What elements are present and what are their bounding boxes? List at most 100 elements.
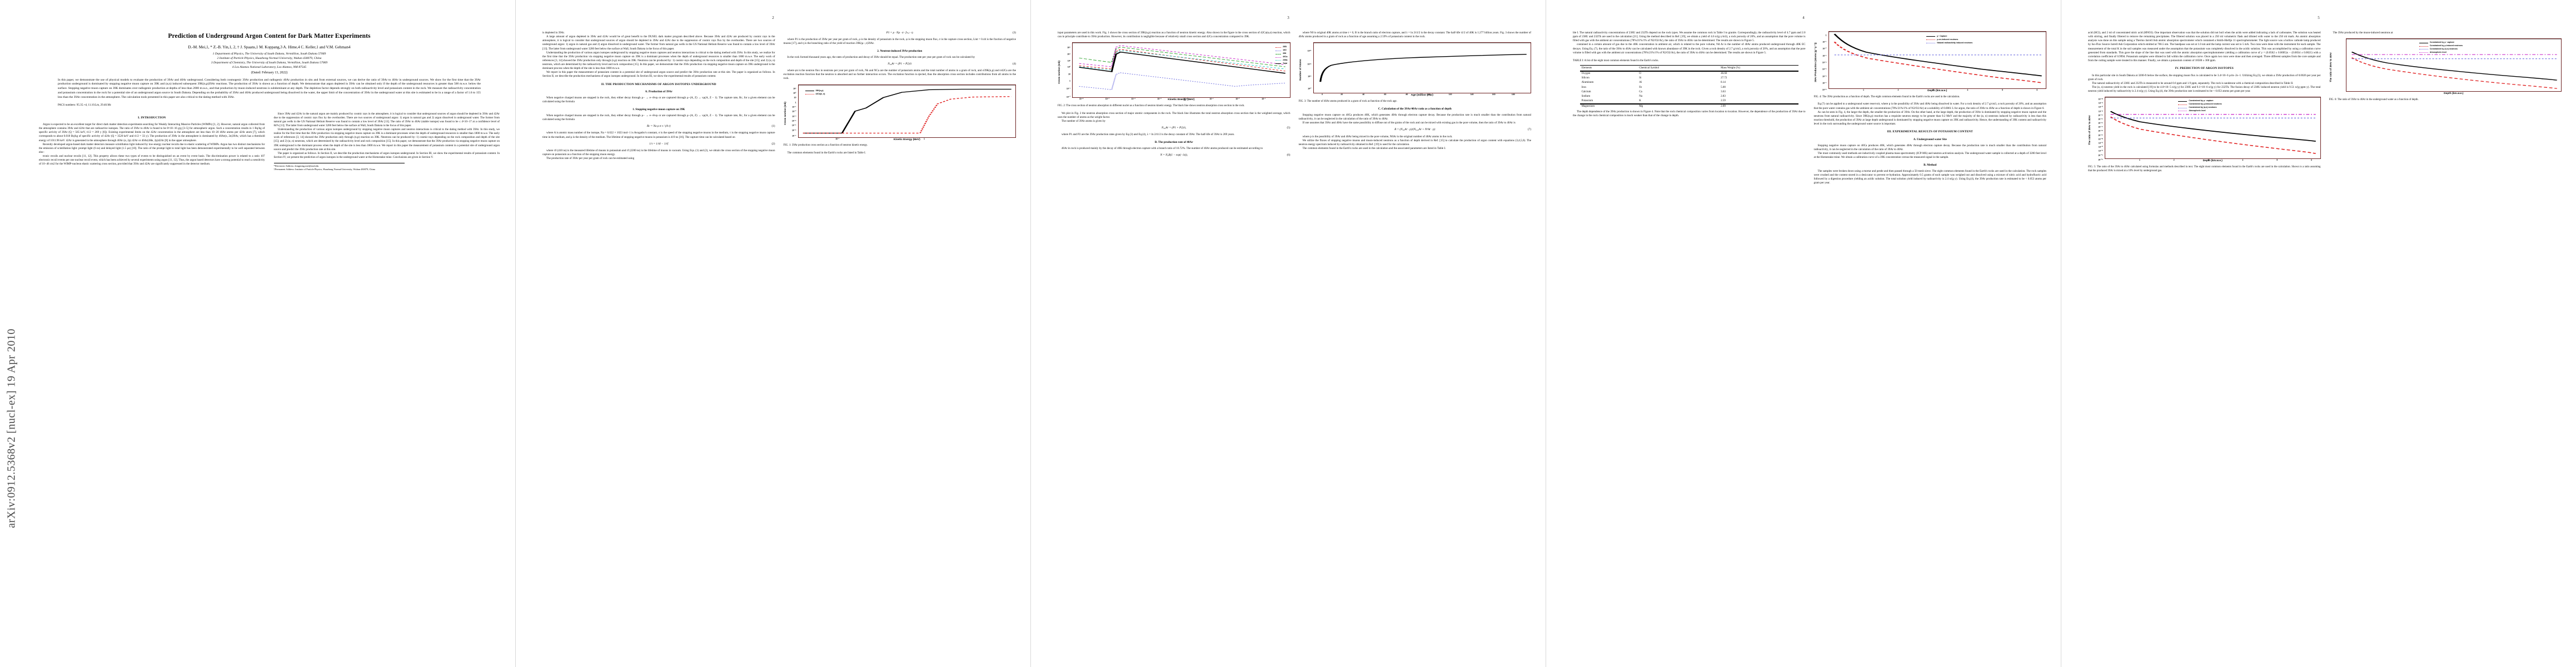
body-columns: I. INTRODUCTION Argon is expected to be … — [39, 112, 500, 172]
legend-swatch-mu-capture — [2178, 101, 2188, 102]
figure-1-y-axis: Cross section (mb) 10³ 10² 10 1 10⁻¹ 10⁻… — [783, 84, 798, 142]
paragraph: We report in this paper the measurement … — [542, 71, 775, 78]
legend-swatch-si — [1275, 47, 1282, 48]
x-tick: 1 — [923, 137, 925, 140]
legend-entry: Constrained by (α,n) neutrons — [2419, 48, 2463, 51]
subsection-heading-site: A. Underground water Site — [1913, 137, 1947, 141]
y-tick: 10⁻²⁰ — [2098, 138, 2103, 141]
figure-6-xlabel: Depth (km.w.e.) — [2444, 92, 2464, 96]
equation-6: N = N₀B(1 − exp(−λt)), (6) — [1058, 153, 1291, 157]
page-5: 5 acid (HCl), and 2 ml of concentrated n… — [2061, 0, 2576, 667]
cell-element: Sodium — [1581, 95, 1591, 98]
page-number: 5 — [2318, 16, 2320, 20]
figure-2-y-axis: Cross section (mb) 10⁵ 10⁴ 10³ 10² 10 1 … — [1058, 42, 1072, 102]
paragraph: acid (HCl), and 2 ml of concentrated nit… — [2088, 31, 2321, 62]
cell-symbol: K — [1639, 99, 1641, 103]
y-tick: 10⁻¹⁰ — [2098, 98, 2103, 101]
paragraph: Stopping negative muon capture on 40Ca p… — [1298, 113, 1532, 121]
figure-1-caption: FIG. 1: 39Ar production cross section as… — [784, 144, 1017, 148]
y-tick: 10⁻⁸ — [1822, 88, 1827, 91]
legend-label: 28Si — [1283, 46, 1287, 48]
x-tick: 180 — [1511, 93, 1515, 96]
figure-6-label: FIG. 6: — [2329, 98, 2337, 101]
paragraph: The depth dependence of the 39Ar product… — [1573, 110, 1806, 118]
page-number: 4 — [1802, 16, 1805, 20]
legend-label: μ⁻ Capture — [1937, 35, 1947, 37]
table-1: TABLE I: A list of the eight most common… — [1573, 59, 1806, 109]
paragraph: When negative charged muons are stopped … — [542, 96, 775, 104]
paragraph: The samples were broken down using a mor… — [1813, 169, 2047, 185]
legend-entry: Constrained by μ-induced neutrons — [2419, 44, 2463, 48]
x-tick: 1 — [2139, 159, 2140, 162]
x-tick: 2 — [1897, 89, 1899, 91]
legend-entry: Natural radioactivity induced neutrons — [1926, 42, 1972, 45]
plot-top-axis — [2105, 97, 2320, 98]
paragraph: where A is atomic mass number of the iso… — [542, 131, 775, 139]
section-heading-mechanisms: II. THE PRODUCTION MECHANISMS OF ARGON I… — [601, 82, 716, 86]
x-tick: 10⁻¹ — [1262, 98, 1266, 101]
table-row: Sodium Na 2.83 — [1580, 94, 1798, 98]
equation-1: Rc = Na ρ σ v / (A τ) (1) — [542, 125, 775, 128]
y-tick: 10⁻¹ — [1822, 41, 1827, 43]
legend-label: 16O — [1283, 49, 1287, 52]
y-tick: 1 — [795, 101, 796, 104]
legend-label: 39K — [1283, 52, 1287, 55]
paragraph: where P1 is the production of 39Ar per y… — [783, 38, 1017, 46]
y-tick: 10⁻⁴ — [1822, 61, 1827, 64]
legend-entry: Constrained by μ-induced neutrons — [2178, 103, 2222, 106]
y-tick: 10⁻¹⁹ — [2098, 134, 2103, 137]
paragraph: The number of 39Ar atoms is given by — [1062, 119, 1106, 123]
table-row: Iron Fe 5.00 — [1580, 85, 1798, 89]
figure-3-label: FIG. 3: — [1298, 99, 1307, 103]
legend-label: Natural radioactivity induced neutrons — [1937, 41, 1973, 44]
legend-label: Atmospheric level — [2429, 51, 2447, 53]
y-tick: 10⁻²¹ — [2098, 142, 2103, 145]
legend-entry: 16O — [1275, 49, 1287, 52]
figure-5-label: FIG. 5: — [2088, 165, 2096, 168]
x-tick: 10⁻² — [1235, 98, 1240, 101]
table-header-row: Elements Chemical Symbol Mass Weight (%) — [1580, 65, 1798, 71]
y-tick: 10⁻⁷ — [792, 135, 796, 137]
table-row: Magnesium Mg 2.09 — [1580, 103, 1798, 109]
equation-body: Rc = Na ρ σ v / (A τ) — [646, 125, 671, 128]
cell-symbol: O — [1639, 72, 1641, 76]
figure-2-xlabel: Kinetic Energy (MeV) — [1168, 98, 1195, 102]
paragraph: The most commonly used methods are induc… — [1813, 152, 2047, 160]
legend-entry: Atmospheric level — [2419, 51, 2463, 54]
cell-mass: 5.00 — [1721, 86, 1726, 89]
legend-label: Constrained by μ⁻ capture — [2429, 41, 2454, 44]
body-columns: is depleted in 39Ar. A large amount of a… — [542, 31, 1016, 161]
equation-number: (4) — [1012, 62, 1016, 66]
x-tick: 160 — [1492, 93, 1496, 96]
dated-line: (Dated: February 13, 2022) — [251, 71, 288, 74]
section-heading-introduction: I. INTRODUCTION — [138, 116, 166, 120]
equation-number: (2) — [771, 142, 775, 146]
legend-label: Constrained by μ-induced neutrons — [2189, 103, 2222, 106]
figure-4-y-axis: 39Ar Production (atoms (g⁻¹y⁻¹)) 1 10⁻¹ … — [1813, 31, 1828, 93]
paragraph: ble I. The natural radioactivity concent… — [1573, 31, 1806, 43]
paragraph: The (α, n) neutron yield in the rock is … — [2088, 85, 2321, 93]
page-2: 2 is depleted in 39Ar. A large amount of… — [515, 0, 1030, 667]
x-tick: 80 — [1406, 93, 1408, 96]
legend-swatch-mu-capture — [1926, 36, 1936, 37]
y-tick: 10⁻¹ — [1066, 87, 1070, 90]
paragraph: contained in a certain amount of gas due… — [1573, 43, 1806, 54]
figure-4-caption-text: The 39Ar production as a function of dep… — [1822, 95, 1960, 98]
cell-symbol: Si — [1639, 77, 1642, 80]
y-tick: 10⁻¹⁴ — [2098, 114, 2103, 117]
y-tick: 10⁻⁴ — [791, 120, 796, 122]
cell-element: Silicon — [1581, 77, 1590, 80]
legend-label: 39K(n,p) — [815, 89, 824, 92]
table-row: Calcium Ca 3.63 — [1580, 89, 1798, 94]
figure-6-caption: FIG. 6: The ratio of 39Ar to 40Ar in the… — [2329, 98, 2562, 102]
page-title: Prediction of Underground Argon Content … — [168, 33, 371, 39]
x-tick: 4 — [2242, 159, 2244, 162]
paragraph: where P1 and P2 are the 39Ar production … — [1062, 133, 1235, 137]
y-tick: 10⁻⁵ — [1822, 68, 1827, 71]
figure-2-curves — [1079, 45, 1286, 91]
paragraph: where τ0 (410 ns) is the measured lifeti… — [542, 148, 775, 157]
y-tick: 10² — [793, 92, 796, 94]
affiliation-1: 1 Department of Physics, The University … — [212, 52, 326, 56]
cell-mass: 2.09 — [1721, 105, 1726, 108]
